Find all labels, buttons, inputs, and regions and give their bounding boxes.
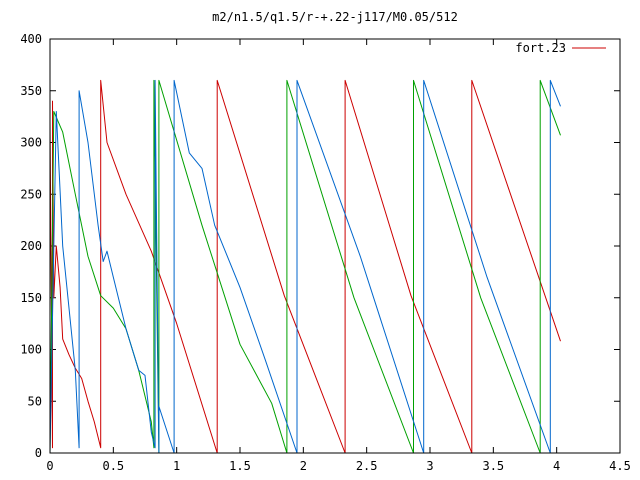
y-tick-label: 350 [20,84,42,98]
x-tick-label: 2 [300,459,307,473]
y-tick-label: 100 [20,343,42,357]
series-line-3 [49,79,561,454]
y-tick-label: 150 [20,291,42,305]
x-tick-label: 1 [173,459,180,473]
y-tick-label: 250 [20,187,42,201]
y-tick-label: 200 [20,239,42,253]
x-tick-label: 4 [553,459,560,473]
x-tick-label: 4.5 [609,459,631,473]
y-tick-label: 300 [20,136,42,150]
x-tick-label: 3.5 [482,459,504,473]
y-tick-label: 50 [28,394,42,408]
x-tick-label: 0 [46,459,53,473]
y-tick-label: 400 [20,32,42,46]
x-tick-label: 3 [426,459,433,473]
x-tick-label: 0.5 [102,459,124,473]
series-layer [49,79,561,454]
legend-label: fort.23 [515,41,566,55]
legend: fort.23 [515,41,606,55]
x-tick-label: 2.5 [356,459,378,473]
chart-title: m2/n1.5/q1.5/r-+.22-j117/M0.05/512 [212,10,458,24]
series-line-1 [49,79,561,454]
y-tick-label: 0 [35,446,42,460]
x-axis-ticks: 0 0.5 1 1.5 2 2.5 3 3.5 4 4.5 [46,39,631,473]
plot-frame [49,38,621,454]
x-tick-label: 1.5 [229,459,251,473]
